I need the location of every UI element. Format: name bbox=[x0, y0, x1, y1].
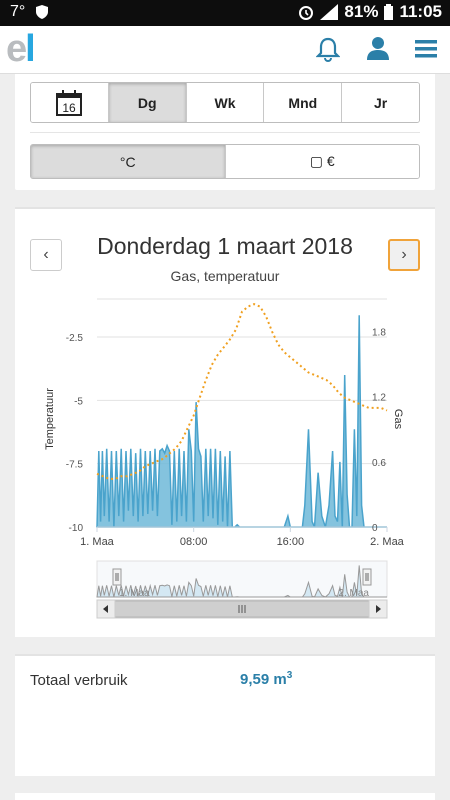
battery-percent: 81% bbox=[344, 2, 379, 21]
temperature-series-line bbox=[96, 303, 388, 480]
alarm-icon bbox=[299, 6, 314, 20]
tab-celsius[interactable]: °C bbox=[31, 145, 225, 178]
calendar-day-button[interactable]: 16 bbox=[31, 83, 108, 122]
navigator-right-handle[interactable] bbox=[362, 568, 372, 586]
clock-time: 11:05 bbox=[399, 2, 442, 21]
x-tick-label: 1. Maa bbox=[80, 536, 115, 548]
signal-icon bbox=[320, 4, 339, 20]
navigator-left-handle[interactable] bbox=[112, 568, 122, 586]
navigator-series bbox=[96, 565, 387, 598]
divider bbox=[30, 132, 420, 133]
menu-icon[interactable] bbox=[415, 40, 437, 58]
shield-icon bbox=[36, 5, 48, 19]
app-logo[interactable]: el bbox=[6, 28, 36, 70]
chevron-right-icon: › bbox=[401, 246, 407, 263]
y-right-tick-label: 1.2 bbox=[372, 393, 386, 404]
bell-icon[interactable] bbox=[316, 36, 340, 62]
x-tick-label: 16:00 bbox=[277, 536, 305, 548]
temperature-text: 7° bbox=[10, 3, 26, 20]
arrow-right-icon bbox=[376, 605, 381, 613]
x-tick-label: 2. Maa bbox=[370, 536, 405, 548]
prev-day-button[interactable]: ‹ bbox=[30, 239, 62, 271]
y-left-tick-label: -2.5 bbox=[66, 333, 84, 344]
summary-card: Totaal verbruik 9,59 m3 bbox=[15, 654, 435, 776]
total-usage-value: 9,59 m3 bbox=[240, 670, 293, 688]
total-usage-label: Totaal verbruik bbox=[30, 672, 128, 689]
gas-series-area bbox=[96, 315, 387, 528]
status-bar: 7° 81% 11:05 bbox=[0, 0, 450, 26]
y-right-tick-label: 0.6 bbox=[372, 458, 386, 469]
gas-temperature-chart[interactable]: -2.5 -5 -7.5 -10 1.8 1.2 0.6 0 Temperatuur Gas 1. … bbox=[15, 209, 435, 639]
y-left-tick-label: -7.5 bbox=[66, 460, 84, 471]
unit-selector: °C ▢ € bbox=[30, 144, 420, 179]
svg-text:16: 16 bbox=[63, 101, 77, 115]
tab-euro[interactable]: ▢ € bbox=[224, 145, 419, 178]
chevron-left-icon: ‹ bbox=[43, 246, 49, 263]
navigator-end-label: 2. Maa bbox=[338, 588, 369, 599]
battery-icon bbox=[384, 4, 394, 20]
y-left-axis-title: Temperatuur bbox=[44, 388, 56, 450]
arrow-left-icon bbox=[103, 605, 108, 613]
chart-card: ‹ Donderdag 1 maart 2018 › Gas, temperat… bbox=[15, 207, 435, 637]
filter-card: 16 Dg Wk Mnd Jr °C ▢ € bbox=[15, 74, 435, 190]
tab-week[interactable]: Wk bbox=[185, 83, 264, 122]
y-right-axis-title: Gas bbox=[392, 409, 404, 430]
tab-year[interactable]: Jr bbox=[341, 83, 419, 122]
next-card bbox=[15, 793, 435, 800]
tab-day[interactable]: Dg bbox=[107, 83, 186, 122]
y-left-tick-label: -5 bbox=[74, 396, 83, 407]
calendar-icon: 16 bbox=[56, 89, 83, 116]
chart-title: Donderdag 1 maart 2018 bbox=[97, 233, 353, 259]
period-selector: 16 Dg Wk Mnd Jr bbox=[30, 82, 420, 123]
next-day-button[interactable]: › bbox=[388, 239, 420, 271]
y-left-tick-label: -10 bbox=[69, 523, 84, 534]
y-right-tick-label: 0 bbox=[372, 523, 378, 534]
navigator-start-label: 1. Maa bbox=[119, 588, 150, 599]
user-icon[interactable] bbox=[367, 36, 389, 60]
chart-subtitle: Gas, temperatuur bbox=[170, 268, 280, 284]
x-tick-label: 08:00 bbox=[180, 536, 208, 548]
y-right-tick-label: 1.8 bbox=[372, 328, 386, 339]
tab-month[interactable]: Mnd bbox=[263, 83, 342, 122]
app-header: el bbox=[0, 26, 450, 74]
